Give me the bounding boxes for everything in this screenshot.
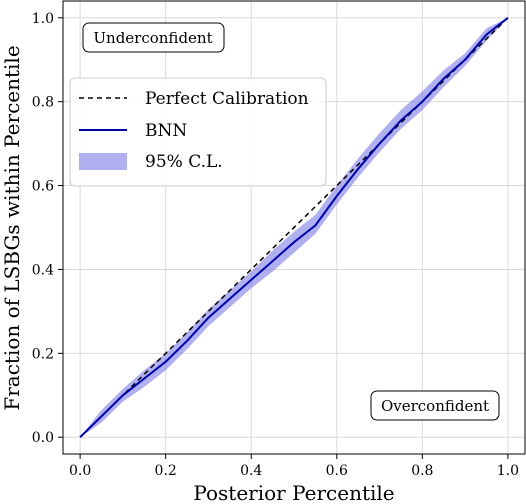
legend: Perfect Calibration BNN 95% C.L. [69,77,327,187]
legend-label-perfect-calibration: Perfect Calibration [145,89,309,109]
series-lines-layer [79,17,509,438]
y-tick-label: 0.0 [32,430,54,446]
legend-label-bnn: BNN [145,121,187,141]
confidence-band-layer [80,17,508,438]
confidence-band-area [80,17,508,438]
annotation-underconfident: Underconfident [82,22,225,53]
x-tick-label: 0.4 [240,463,262,479]
annotation-overconfident: Overconfident [370,390,500,421]
x-axis-title: Posterior Percentile [193,481,394,504]
legend-frame [69,77,327,187]
x-tick-label: 1.0 [497,463,519,479]
x-tick-label: 0.2 [155,463,177,479]
x-tick-label: 0.0 [69,463,91,479]
legend-label-confidence-band: 95% C.L. [145,152,223,172]
y-tick-label: 0.4 [32,262,54,278]
y-tick-label: 0.6 [32,179,54,195]
series-line-bnn [79,17,509,438]
y-tick-label: 0.8 [32,95,54,111]
x-tick-label: 0.6 [326,463,348,479]
annotation-text-underconfident: Underconfident [93,29,212,47]
legend-swatch-confidence-band [79,153,127,170]
y-tick-label: 0.2 [32,346,54,362]
y-ticks: 0.0 0.2 0.4 0.6 0.8 1.0 [32,11,63,446]
annotation-box-overconfident [370,390,500,421]
annotation-text-overconfident: Overconfident [381,397,489,415]
plot-frame [62,0,526,455]
y-tick-label: 1.0 [32,11,54,27]
x-ticks: 0.0 0.2 0.4 0.6 0.8 1.0 [69,454,519,479]
annotation-box-underconfident [82,22,225,53]
x-tick-label: 0.8 [411,463,433,479]
y-axis-title: Fraction of LSBGs within Percentile [0,45,24,410]
